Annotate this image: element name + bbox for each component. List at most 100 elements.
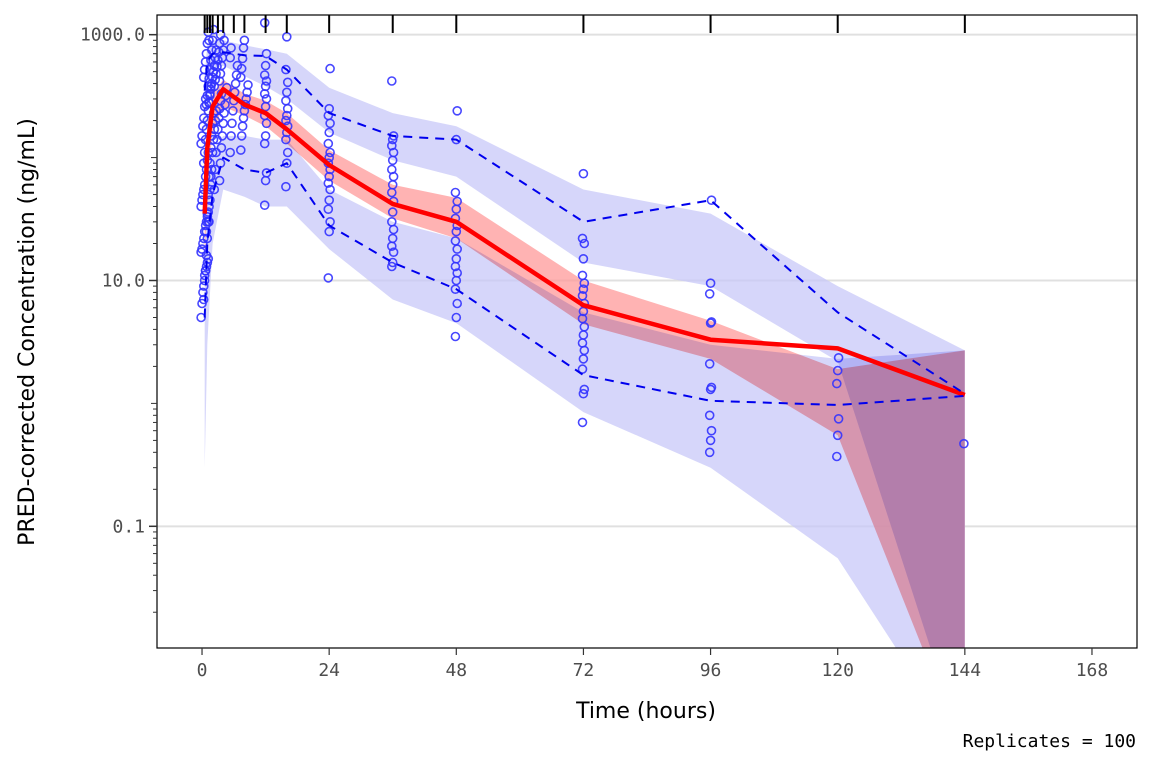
observed-point — [243, 80, 253, 90]
observed-point — [282, 77, 293, 88]
plot-panel-border — [156, 14, 1138, 649]
observed-point — [281, 110, 292, 121]
observed-point — [386, 76, 397, 86]
observed-point — [452, 106, 463, 116]
observed-point — [281, 64, 291, 75]
observed-point — [450, 187, 461, 198]
observed-point — [202, 212, 213, 222]
observed-point — [706, 425, 717, 436]
observed-point — [236, 131, 247, 141]
observed-point — [236, 145, 246, 155]
x-tick-label: 72 — [573, 660, 595, 681]
observed-point — [324, 152, 335, 163]
observed-point — [831, 451, 842, 462]
observed-point — [261, 48, 272, 59]
observed-point — [577, 233, 588, 244]
observed-point — [388, 147, 399, 158]
observed-point — [450, 331, 461, 342]
observed-point — [199, 270, 210, 281]
observed-point — [209, 81, 220, 92]
observed-points — [196, 17, 969, 462]
observed-point — [833, 413, 844, 424]
y-axis: 1000.0 10.0 0.1 — [80, 25, 157, 613]
y-tick-label: 10.0 — [102, 270, 145, 291]
observed-point — [261, 76, 272, 86]
band-pi-of-95th-percentile — [204, 40, 965, 648]
x-tick-label: 24 — [318, 660, 340, 681]
line-observed-95th-percentile — [203, 51, 966, 395]
observed-point — [281, 181, 291, 192]
observed-point — [386, 261, 397, 272]
observed-point — [218, 118, 228, 129]
observed-point — [325, 63, 335, 74]
observed-point — [325, 147, 335, 158]
observed-point — [706, 195, 717, 205]
observed-point — [204, 35, 214, 46]
x-tick-label: 144 — [949, 660, 982, 681]
observed-point — [216, 143, 227, 153]
observed-point — [225, 147, 235, 158]
observed-point — [214, 175, 225, 186]
observed-point — [199, 281, 209, 291]
line-observed-median — [202, 86, 966, 398]
observed-point — [282, 147, 293, 158]
observed-point — [833, 352, 844, 363]
x-tick-label: 120 — [821, 660, 854, 681]
observed-point — [578, 388, 589, 399]
observed-point — [452, 196, 463, 207]
observed-point — [211, 147, 221, 158]
observed-point — [281, 158, 292, 168]
observed-point — [387, 233, 398, 244]
observed-point — [832, 430, 843, 441]
observed-point — [451, 312, 462, 323]
observed-point — [706, 382, 717, 393]
observed-point — [198, 287, 208, 298]
y-tick-label: 1000.0 — [80, 25, 145, 46]
observed-point — [259, 70, 270, 80]
observed-point — [577, 417, 588, 428]
observed-point — [452, 268, 463, 278]
observed-point — [281, 87, 292, 98]
observed-point — [706, 317, 717, 327]
observed-point — [260, 60, 271, 71]
observed-point — [323, 178, 334, 188]
observed-point — [226, 43, 236, 53]
observed-point — [386, 140, 397, 151]
observed-point — [226, 131, 236, 141]
observed-point — [388, 131, 399, 141]
observed-point — [579, 238, 590, 249]
observed-point — [325, 184, 335, 195]
x-tick-label: 96 — [700, 660, 722, 681]
y-tick-label: 0.1 — [112, 516, 145, 537]
observed-point — [704, 447, 715, 458]
observed-point — [451, 226, 462, 237]
observed-point — [831, 378, 842, 389]
grid-lines — [157, 33, 1137, 528]
x-tick-label: 48 — [445, 660, 467, 681]
observed-point — [579, 384, 590, 395]
observed-point — [217, 131, 228, 141]
observed-point — [259, 200, 270, 210]
observed-point — [197, 244, 207, 254]
observed-point — [578, 253, 589, 264]
observed-point — [704, 288, 715, 299]
observed-point — [260, 131, 271, 141]
observed-point — [210, 74, 220, 85]
y-axis-title: PRED-corrected Concentration (ng/mL) — [15, 118, 40, 546]
bin-rug-ticks — [203, 15, 966, 33]
observed-point — [578, 284, 589, 295]
observed-point — [577, 290, 588, 301]
x-axis: 0 24 48 72 96 120 144 168 — [197, 648, 1109, 681]
observed-point — [239, 35, 250, 46]
observed-point — [705, 435, 716, 446]
x-tick-label: 168 — [1076, 660, 1109, 681]
observed-point — [451, 253, 462, 264]
observed-point — [324, 171, 335, 182]
observed-point — [324, 226, 335, 237]
observed-point — [452, 298, 463, 309]
observed-point — [387, 207, 398, 217]
observed-point — [198, 294, 209, 305]
x-tick-label: 0 — [197, 660, 208, 681]
observed-point — [959, 438, 969, 449]
